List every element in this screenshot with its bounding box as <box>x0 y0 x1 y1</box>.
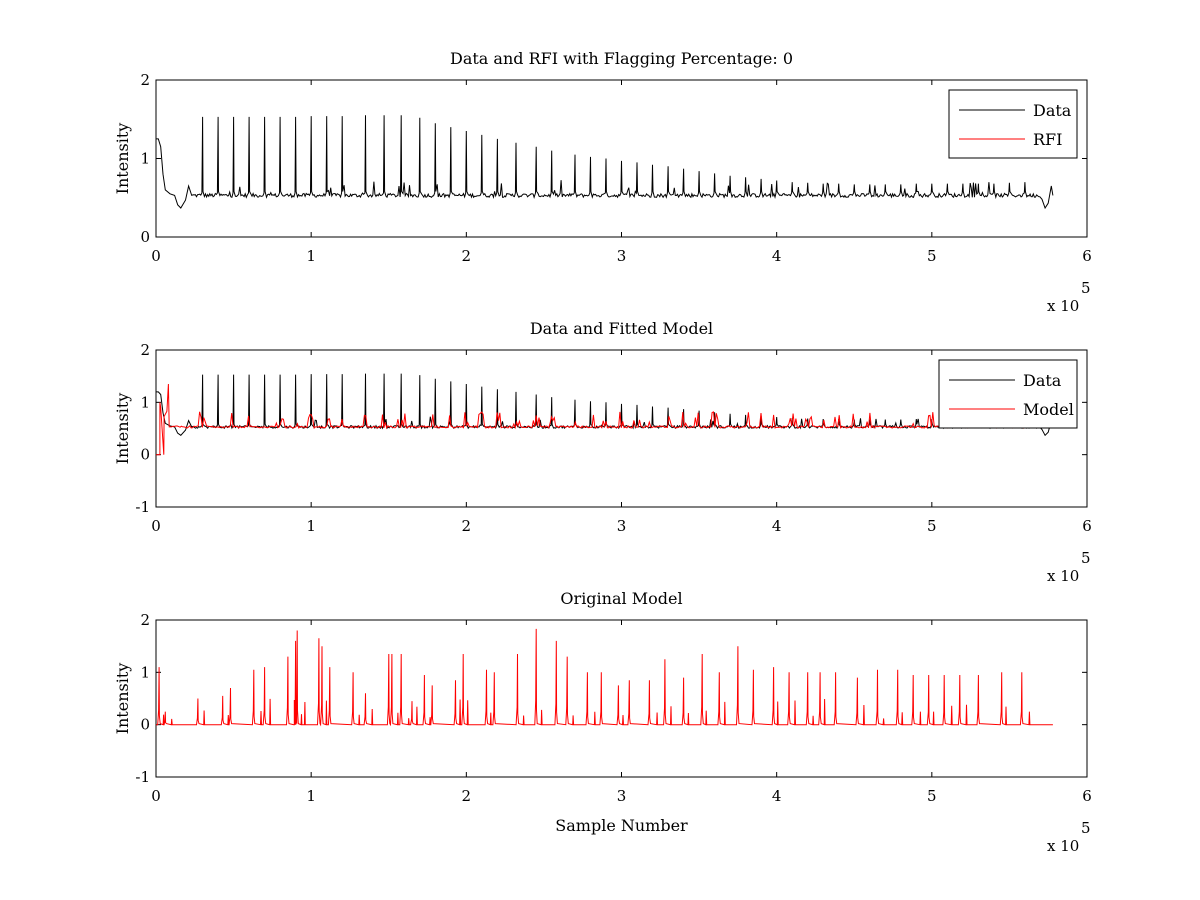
x-tick-label: 2 <box>462 787 472 805</box>
x-multiplier-label: x 10 <box>1047 297 1079 315</box>
y-tick-label: 0 <box>140 446 150 464</box>
y-tick-label: -1 <box>135 498 150 516</box>
x-tick-label: 1 <box>306 787 316 805</box>
x-tick-label: 5 <box>927 787 937 805</box>
x-tick-label: 4 <box>772 517 782 535</box>
x-tick-label: 0 <box>151 517 161 535</box>
x-multiplier-exponent: 5 <box>1081 549 1091 567</box>
legend-entry: RFI <box>1033 130 1062 149</box>
y-tick-label: 0 <box>140 716 150 734</box>
data-series-line <box>156 115 1054 210</box>
y-tick-label: 2 <box>140 611 150 629</box>
x-tick-label: 2 <box>462 517 472 535</box>
x-tick-label: 2 <box>462 247 472 265</box>
y-tick-label: 1 <box>140 150 150 168</box>
legend-entry: Data <box>1023 371 1062 390</box>
legend: Data RFI <box>948 89 1078 159</box>
y-axis-label: Intensity <box>113 663 132 735</box>
x-tick-label: 4 <box>772 787 782 805</box>
x-tick-label: 1 <box>306 517 316 535</box>
x-tick-label: 6 <box>1082 787 1092 805</box>
plot-area <box>156 115 1054 210</box>
x-tick-label: 3 <box>617 247 627 265</box>
chart-title: Data and Fitted Model <box>530 319 713 338</box>
y-tick-label: -1 <box>135 768 150 786</box>
x-multiplier-exponent: 5 <box>1081 819 1091 837</box>
y-tick-label: 2 <box>140 71 150 89</box>
x-tick-label: 5 <box>927 517 937 535</box>
legend-entry: Data <box>1033 101 1072 120</box>
y-axis-label: Intensity <box>113 123 132 195</box>
chart-title: Data and RFI with Flagging Percentage: 0 <box>450 49 793 68</box>
x-multiplier-label: x 10 <box>1047 567 1079 585</box>
x-tick-label: 5 <box>927 247 937 265</box>
x-multiplier-exponent: 5 <box>1081 279 1091 297</box>
x-tick-label: 6 <box>1082 517 1092 535</box>
chart-title: Original Model <box>560 589 682 608</box>
y-axis-label: Intensity <box>113 393 132 465</box>
legend-entry: Model <box>1023 400 1074 419</box>
plot-area <box>156 373 1054 456</box>
model-series-line <box>156 383 1052 456</box>
y-tick-label: 1 <box>140 663 150 681</box>
y-tick-label: 1 <box>140 393 150 411</box>
x-tick-label: 6 <box>1082 247 1092 265</box>
x-tick-label: 0 <box>151 247 161 265</box>
x-axis-label: Sample Number <box>555 816 688 835</box>
legend-box <box>948 89 1078 159</box>
original-model-series-line <box>156 628 1053 727</box>
x-tick-label: 1 <box>306 247 316 265</box>
chart-panel-1: Data and RFI with Flagging Percentage: 0… <box>113 49 1092 315</box>
y-tick-label: 2 <box>140 341 150 359</box>
legend-box <box>938 359 1078 429</box>
x-tick-label: 0 <box>151 787 161 805</box>
plot-area <box>156 628 1053 727</box>
x-tick-label: 4 <box>772 247 782 265</box>
legend: Data Model <box>938 359 1078 429</box>
x-multiplier-label: x 10 <box>1047 837 1079 855</box>
x-tick-label: 3 <box>617 517 627 535</box>
y-tick-label: 0 <box>140 228 150 246</box>
x-tick-label: 3 <box>617 787 627 805</box>
